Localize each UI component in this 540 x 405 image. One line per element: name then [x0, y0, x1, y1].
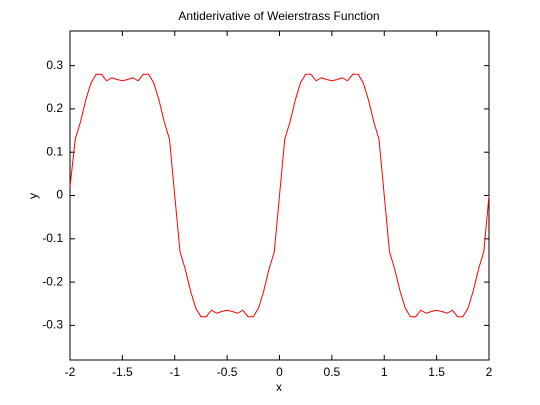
y-tick-label: -0.3 [42, 318, 63, 332]
data-line [69, 73, 490, 318]
y-axis-label: y [26, 193, 40, 199]
x-tick-label: 1.5 [428, 365, 445, 379]
x-tick-label: 0.5 [324, 365, 341, 379]
x-tick-label: -1.5 [112, 365, 133, 379]
y-tick-label: 0 [56, 188, 63, 202]
x-tick-label: -0.5 [217, 365, 238, 379]
x-tick-label: 1 [381, 365, 388, 379]
y-tick-label: -0.1 [42, 231, 63, 245]
x-tick-label: -2 [65, 365, 76, 379]
y-tick-label: 0.2 [46, 101, 63, 115]
y-tick-label: -0.2 [42, 274, 63, 288]
x-tick-label: -1 [169, 365, 180, 379]
y-tick-label: 0.1 [46, 144, 63, 158]
x-tick-label: 2 [486, 365, 493, 379]
x-tick-label: 0 [276, 365, 283, 379]
x-axis-label: x [276, 380, 282, 394]
y-tick-label: 0.3 [46, 58, 63, 72]
chart-title: Antiderivative of Weierstrass Function [178, 9, 379, 23]
